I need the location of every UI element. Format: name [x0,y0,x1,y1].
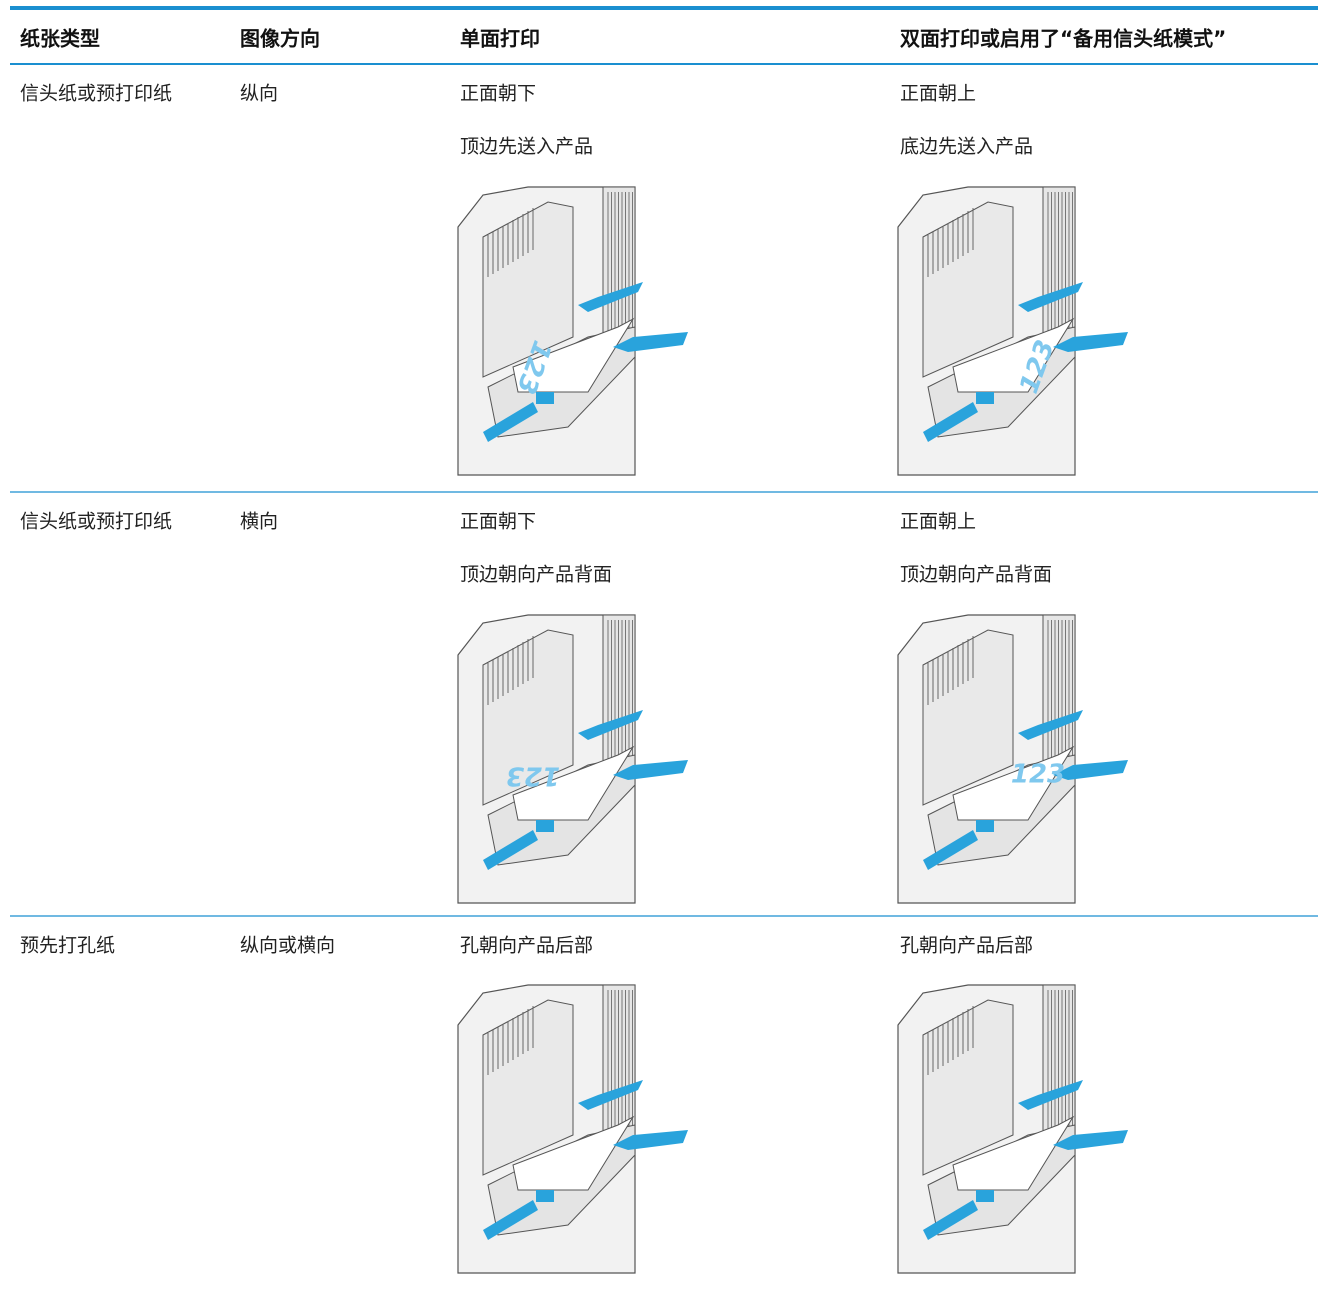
cell-text: 底边先送入产品 [900,136,1033,158]
arrow [923,830,978,870]
cell-text: 预先打孔纸 [20,935,115,957]
arrow [613,332,688,352]
paper [512,1115,635,1191]
arrow [1053,332,1128,352]
arrow [923,402,978,442]
paper [952,317,1075,393]
arrow [578,710,643,740]
printer-illustration: 123 [457,614,688,904]
guide [536,1190,554,1202]
arrow [1018,710,1083,740]
paper [952,1115,1075,1191]
printer-illustration: 123 [457,186,688,476]
panel [922,201,1014,378]
cell-text: 正面朝下 [460,83,536,105]
cell-text: 纵向 [240,83,278,105]
cell-text: 孔朝向产品后部 [460,935,593,957]
panel [922,999,1014,1176]
cell-text: 顶边先送入产品 [460,136,593,158]
header-cell: 双面打印或启用了“备用信头纸模式” [900,27,1226,51]
arrow [578,1080,643,1110]
header-cell: 单面打印 [460,27,540,51]
arrow [613,760,688,780]
header-cell: 纸张类型 [20,27,100,51]
guide [536,392,554,404]
cell-text: 正面朝上 [900,83,976,105]
arrow [483,402,538,442]
guide [976,392,994,404]
arrow [483,830,538,870]
arrow [1053,760,1128,780]
paper [512,317,635,393]
arrow [578,282,643,312]
panel [482,201,574,378]
cell-text: 信头纸或预打印纸 [20,83,172,105]
cell-text: 顶边朝向产品背面 [900,564,1052,586]
paper-print: 123 [1011,760,1065,790]
arrow [1018,282,1083,312]
panel [482,999,574,1176]
header-cell: 图像方向 [240,27,320,51]
cell-text: 纵向或横向 [240,935,335,957]
panel [482,629,574,806]
cell-text: 孔朝向产品后部 [900,935,1033,957]
cell-text: 信头纸或预打印纸 [20,511,172,533]
panel [922,629,1014,806]
printer-illustration [457,984,688,1274]
printer-illustration: 123 [897,186,1128,476]
arrow [613,1130,688,1150]
paper [512,745,635,821]
cell-text: 正面朝下 [460,511,536,533]
printer-illustration [897,984,1128,1274]
arrow [483,1200,538,1240]
arrow [923,1200,978,1240]
guide [976,1190,994,1202]
guide [536,820,554,832]
arrow [1018,1080,1083,1110]
arrow [1053,1130,1128,1150]
guide [976,820,994,832]
paper-print: 123 [506,761,560,791]
cell-text: 横向 [240,511,278,533]
cell-text: 正面朝上 [900,511,976,533]
printer-illustration: 123 [897,614,1128,904]
cell-text: 顶边朝向产品背面 [460,564,612,586]
paper [952,745,1075,821]
